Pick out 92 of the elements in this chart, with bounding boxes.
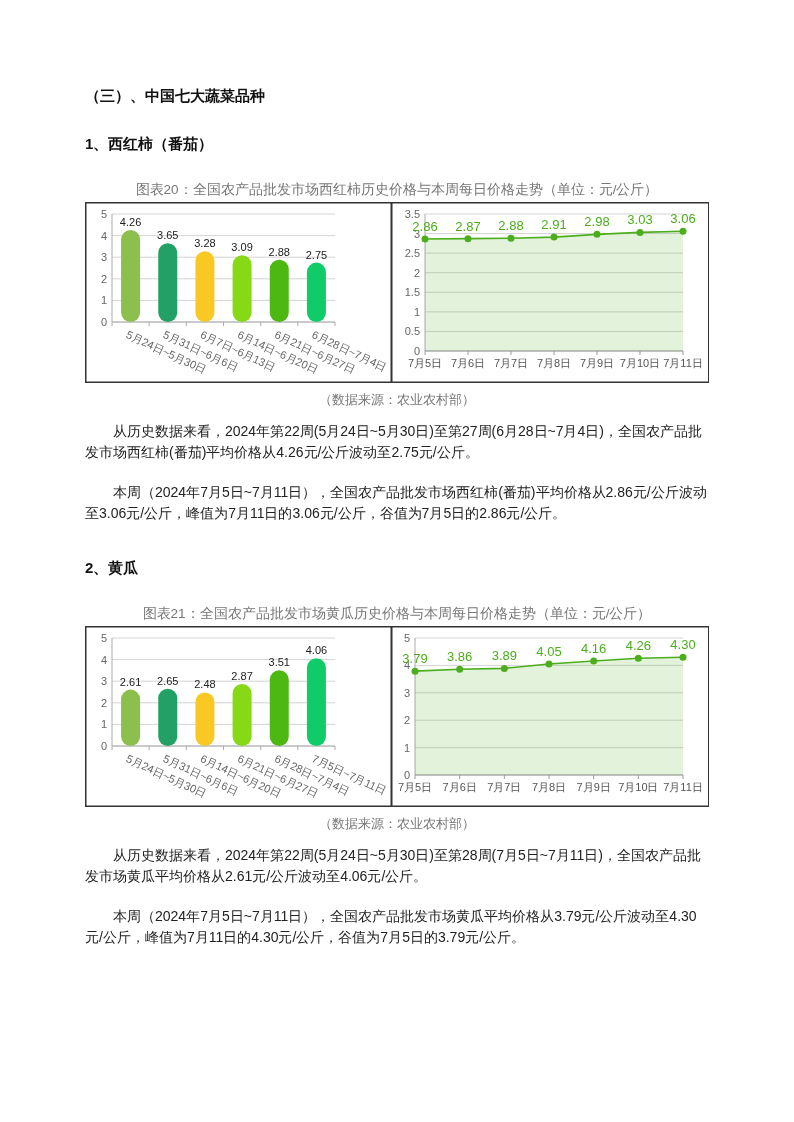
text: 从历史数据来看，2024年第22周(5月24日~5月30日)至第28周(7月5日~7月11日)，全国农产品批发市场黄瓜平均价格从2.61元/公斤波动至4.06元/公斤。 <box>85 846 702 886</box>
y-tick-label: 3 <box>100 675 107 688</box>
bar <box>269 259 289 322</box>
x-tick-label: 7月5日 <box>407 357 442 369</box>
y-tick-label: 5 <box>100 632 107 644</box>
y-tick-label: 0 <box>100 316 107 328</box>
point <box>500 664 508 672</box>
bar <box>121 229 141 322</box>
x-tick-label: 7月11日 <box>662 781 703 793</box>
data-label: 2.98 <box>583 214 610 230</box>
text: 本周（2024年7月5日~7月11日），全国农产品批发市场西红柿(番茄)平均价格从2.86元/公斤波动至3.06元/公斤，峰值为7月11日的3.06元/公斤，谷值为7月5日的2.86元/公斤。 <box>85 483 708 523</box>
y-tick-label: 2 <box>413 266 420 279</box>
data-label: 3.51 <box>268 656 290 669</box>
data-label: 3.06 <box>669 211 696 227</box>
data-label: 4.16 <box>580 641 606 657</box>
y-tick-label: 1 <box>403 741 410 754</box>
y-tick-label: 1 <box>100 294 107 307</box>
text: 图表20：全国农产品批发市场西红柿历史价格与本周每日价格走势（单位：元/公斤） <box>134 181 660 199</box>
data-label: 2.75 <box>305 248 328 261</box>
y-tick-label: 5 <box>403 632 410 644</box>
data-label: 3.09 <box>231 241 253 254</box>
x-tick-label: 7月11日 <box>662 357 703 369</box>
x-tick-label: 7月7日 <box>493 357 528 369</box>
data-label: 4.26 <box>625 638 651 654</box>
data-label: 2.65 <box>157 674 179 687</box>
x-tick-label: 7月10日 <box>617 781 659 793</box>
y-tick-label: 2 <box>403 714 410 727</box>
data-label: 2.48 <box>194 678 216 691</box>
data-label: 4.06 <box>305 644 328 657</box>
text: （三）、中国七大蔬菜品种 <box>85 86 266 106</box>
y-tick-label: 2 <box>100 272 107 285</box>
x-tick-label: 7月7日 <box>486 781 521 793</box>
x-tick-label: 7月5日 <box>397 781 432 793</box>
y-tick-label: 3 <box>403 686 410 699</box>
point <box>545 660 552 668</box>
bar <box>195 692 215 746</box>
text: 本周（2024年7月5日~7月11日），全国农产品批发市场黄瓜平均价格从3.79元/公斤波动至4.30元/公斤，峰值为7月11日的4.30元/公斤，谷值为7月5日的3.79元/公斤。 <box>85 907 698 947</box>
text: （数据来源：农业农村部） <box>318 391 476 409</box>
bar <box>306 658 326 746</box>
text: 图表21：全国农产品批发市场黄瓜历史价格与本周每日价格走势（单位：元/公斤） <box>141 605 653 623</box>
y-tick-label: 4 <box>100 229 107 242</box>
point <box>455 665 463 673</box>
bar <box>121 689 141 746</box>
point <box>634 654 642 662</box>
y-tick-label: 3 <box>100 251 107 264</box>
x-tick-label: 7月9日 <box>576 781 611 793</box>
x-tick-label: 7月10日 <box>619 357 660 369</box>
data-label: 2.87 <box>231 670 253 683</box>
y-tick-label: 5 <box>100 208 107 220</box>
bar <box>232 255 252 322</box>
data-label: 4.26 <box>119 215 142 228</box>
data-label: 3.89 <box>491 648 517 664</box>
x-tick-label: 7月8日 <box>531 781 566 793</box>
data-label: 2.61 <box>119 675 142 688</box>
y-tick-label: 1 <box>100 718 107 731</box>
y-tick-label: 0 <box>403 769 410 781</box>
data-label: 3.03 <box>626 212 653 228</box>
point <box>589 657 597 665</box>
bar <box>158 688 178 746</box>
bar <box>306 262 326 322</box>
y-tick-label: 4 <box>100 653 107 666</box>
data-label: 3.65 <box>157 229 179 242</box>
y-tick-label: 2.5 <box>404 247 420 260</box>
data-label: 2.91 <box>540 217 567 233</box>
data-label: 3.86 <box>446 649 472 665</box>
x-tick-label: 7月6日 <box>442 781 477 793</box>
x-tick-label: 7月6日 <box>450 357 485 369</box>
y-tick-label: 2 <box>100 696 107 709</box>
point <box>679 653 686 661</box>
y-tick-label: 1 <box>413 305 420 318</box>
y-tick-label: 0 <box>100 740 107 752</box>
data-label: 2.88 <box>268 245 290 258</box>
data-label: 2.87 <box>454 218 481 234</box>
text: 从历史数据来看，2024年第22周(5月24日~5月30日)至第27周(6月28日~7月4日)，全国农产品批发市场西红柿(番茄)平均价格从4.26元/公斤波动至2.75元/公斤。 <box>85 422 703 462</box>
bar <box>158 243 178 322</box>
y-tick-label: 0 <box>413 345 420 357</box>
x-tick-label: 7月8日 <box>536 357 571 369</box>
y-tick-label: 0.5 <box>404 325 420 338</box>
bar <box>232 684 252 746</box>
x-tick-label: 7月9日 <box>579 357 614 369</box>
data-label: 4.05 <box>535 644 562 660</box>
bar <box>269 670 289 746</box>
text: 1、西红柿（番茄） <box>85 134 215 154</box>
text: （数据来源：农业农村部） <box>318 815 476 833</box>
point <box>411 667 418 675</box>
data-label: 2.88 <box>497 218 524 234</box>
data-label: 3.28 <box>194 237 216 250</box>
y-tick-label: 1.5 <box>404 286 420 299</box>
bar <box>195 251 215 322</box>
text: 2、黄瓜 <box>85 558 140 578</box>
y-tick-label: 3.5 <box>404 208 420 220</box>
data-label: 4.30 <box>669 637 696 653</box>
